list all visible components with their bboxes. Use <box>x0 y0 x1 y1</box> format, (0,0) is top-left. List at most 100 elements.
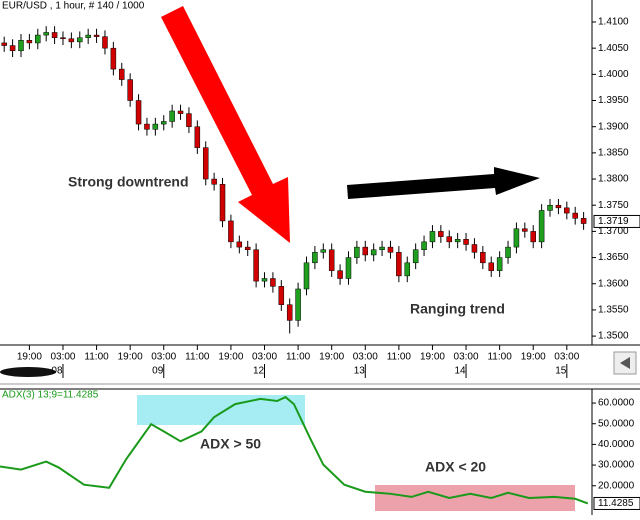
candle-body <box>421 241 427 250</box>
date-tick-label: 09 <box>152 366 164 377</box>
adx-line <box>0 395 589 505</box>
y-tick-label: 1.4100 <box>598 17 629 28</box>
y-tick-label: 20.0000 <box>598 480 635 491</box>
y-tick-label: 1.4050 <box>598 43 629 54</box>
scroll-blob <box>0 367 56 377</box>
date-tick-label: 08 <box>51 366 63 377</box>
candle-body <box>572 212 578 219</box>
candle-body <box>35 34 41 44</box>
candle-body <box>496 257 503 271</box>
candle-body <box>538 210 545 243</box>
candle-body <box>580 218 587 224</box>
y-tick-label: 50.0000 <box>598 418 635 429</box>
candle-body <box>454 238 461 243</box>
y-tick-label: 1.3750 <box>598 200 629 211</box>
x-tick-label: 03:00 <box>554 352 579 363</box>
y-tick-label: 1.3850 <box>598 148 629 159</box>
candle-body <box>43 32 49 36</box>
scroll-buttons[interactable] <box>613 351 637 375</box>
date-tick-label: 14 <box>454 366 466 377</box>
x-tick-label: 03:00 <box>151 352 176 363</box>
candle-body <box>530 231 536 243</box>
y-tick-label: 1.3550 <box>598 305 629 316</box>
candle-body <box>471 244 478 253</box>
y-tick-label: 1.3650 <box>598 252 629 263</box>
x-tick-label: 19:00 <box>319 352 344 363</box>
candle-body <box>513 228 520 248</box>
y-tick-label: 1.3800 <box>598 174 629 185</box>
candle-body <box>337 270 343 279</box>
candle-body <box>160 121 167 125</box>
chart-title: EUR/USD , 1 hour, # 140 / 1000 <box>2 1 145 12</box>
x-tick-label: 19:00 <box>521 352 546 363</box>
value-marker-label: 1.3719 <box>598 216 629 227</box>
candle-body <box>135 100 142 125</box>
candle-body <box>488 262 494 271</box>
candle-body <box>278 286 285 305</box>
candle-body <box>345 257 352 279</box>
candle-body <box>127 79 133 101</box>
x-tick-label: 11:00 <box>286 352 311 363</box>
candle-body <box>446 236 452 243</box>
candle-body <box>387 246 394 253</box>
value-marker <box>593 214 640 228</box>
candle-body <box>18 40 24 52</box>
date-tick-label: 13 <box>354 366 366 377</box>
candle-body <box>228 220 234 243</box>
candle-body <box>379 246 385 250</box>
x-tick-label: 11:00 <box>487 352 512 363</box>
x-tick-label: 03:00 <box>252 352 277 363</box>
candle-body <box>51 32 58 38</box>
candle-body <box>303 262 310 290</box>
candle-body <box>370 249 377 256</box>
y-tick-label: 30.0000 <box>598 460 635 471</box>
candle-body <box>68 38 75 43</box>
candle-body <box>328 249 335 271</box>
y-tick-label: 1.3900 <box>598 121 629 132</box>
scroll-icon <box>620 357 630 369</box>
candle-body <box>77 37 83 43</box>
candle-body <box>522 228 528 232</box>
candle-body <box>211 178 217 185</box>
candle-body <box>152 123 159 130</box>
candle-body <box>480 252 486 264</box>
candle-body <box>312 252 318 264</box>
candle-body <box>1 42 7 46</box>
candle-body <box>236 241 243 248</box>
candle-body <box>362 246 369 256</box>
x-tick-label: 11:00 <box>387 352 412 363</box>
candle-body <box>547 204 553 211</box>
candle-body <box>564 207 570 214</box>
candle-body <box>429 231 436 243</box>
candle-body <box>85 34 91 38</box>
candle-body <box>463 238 469 245</box>
candle-body <box>295 288 301 321</box>
candle-body <box>438 231 444 237</box>
x-tick-label: 03:00 <box>50 352 75 363</box>
candle-body <box>354 246 360 258</box>
candle-body <box>9 45 16 52</box>
candle-body <box>60 37 66 39</box>
annotation: Ranging trend <box>410 301 505 317</box>
x-tick-label: 03:00 <box>454 352 479 363</box>
candle-body <box>286 304 293 321</box>
value-marker-label: 11.4285 <box>598 498 634 509</box>
candle-body <box>26 40 33 44</box>
candle-body <box>555 204 562 209</box>
annotation: ADX < 20 <box>425 459 486 475</box>
candle-body <box>119 68 125 80</box>
y-tick-label: 1.3700 <box>598 226 629 237</box>
date-tick-label: 12 <box>253 366 265 377</box>
candle-body <box>93 34 100 37</box>
x-tick-label: 19:00 <box>420 352 445 363</box>
candle-body <box>194 126 201 148</box>
x-tick-label: 03:00 <box>353 352 378 363</box>
x-tick-label: 19:00 <box>17 352 42 363</box>
ranging-arrow <box>347 167 540 199</box>
candle-body <box>144 123 150 130</box>
value-marker <box>593 496 640 510</box>
y-tick-label: 40.0000 <box>598 439 635 450</box>
y-tick-label: 1.3500 <box>598 331 629 342</box>
